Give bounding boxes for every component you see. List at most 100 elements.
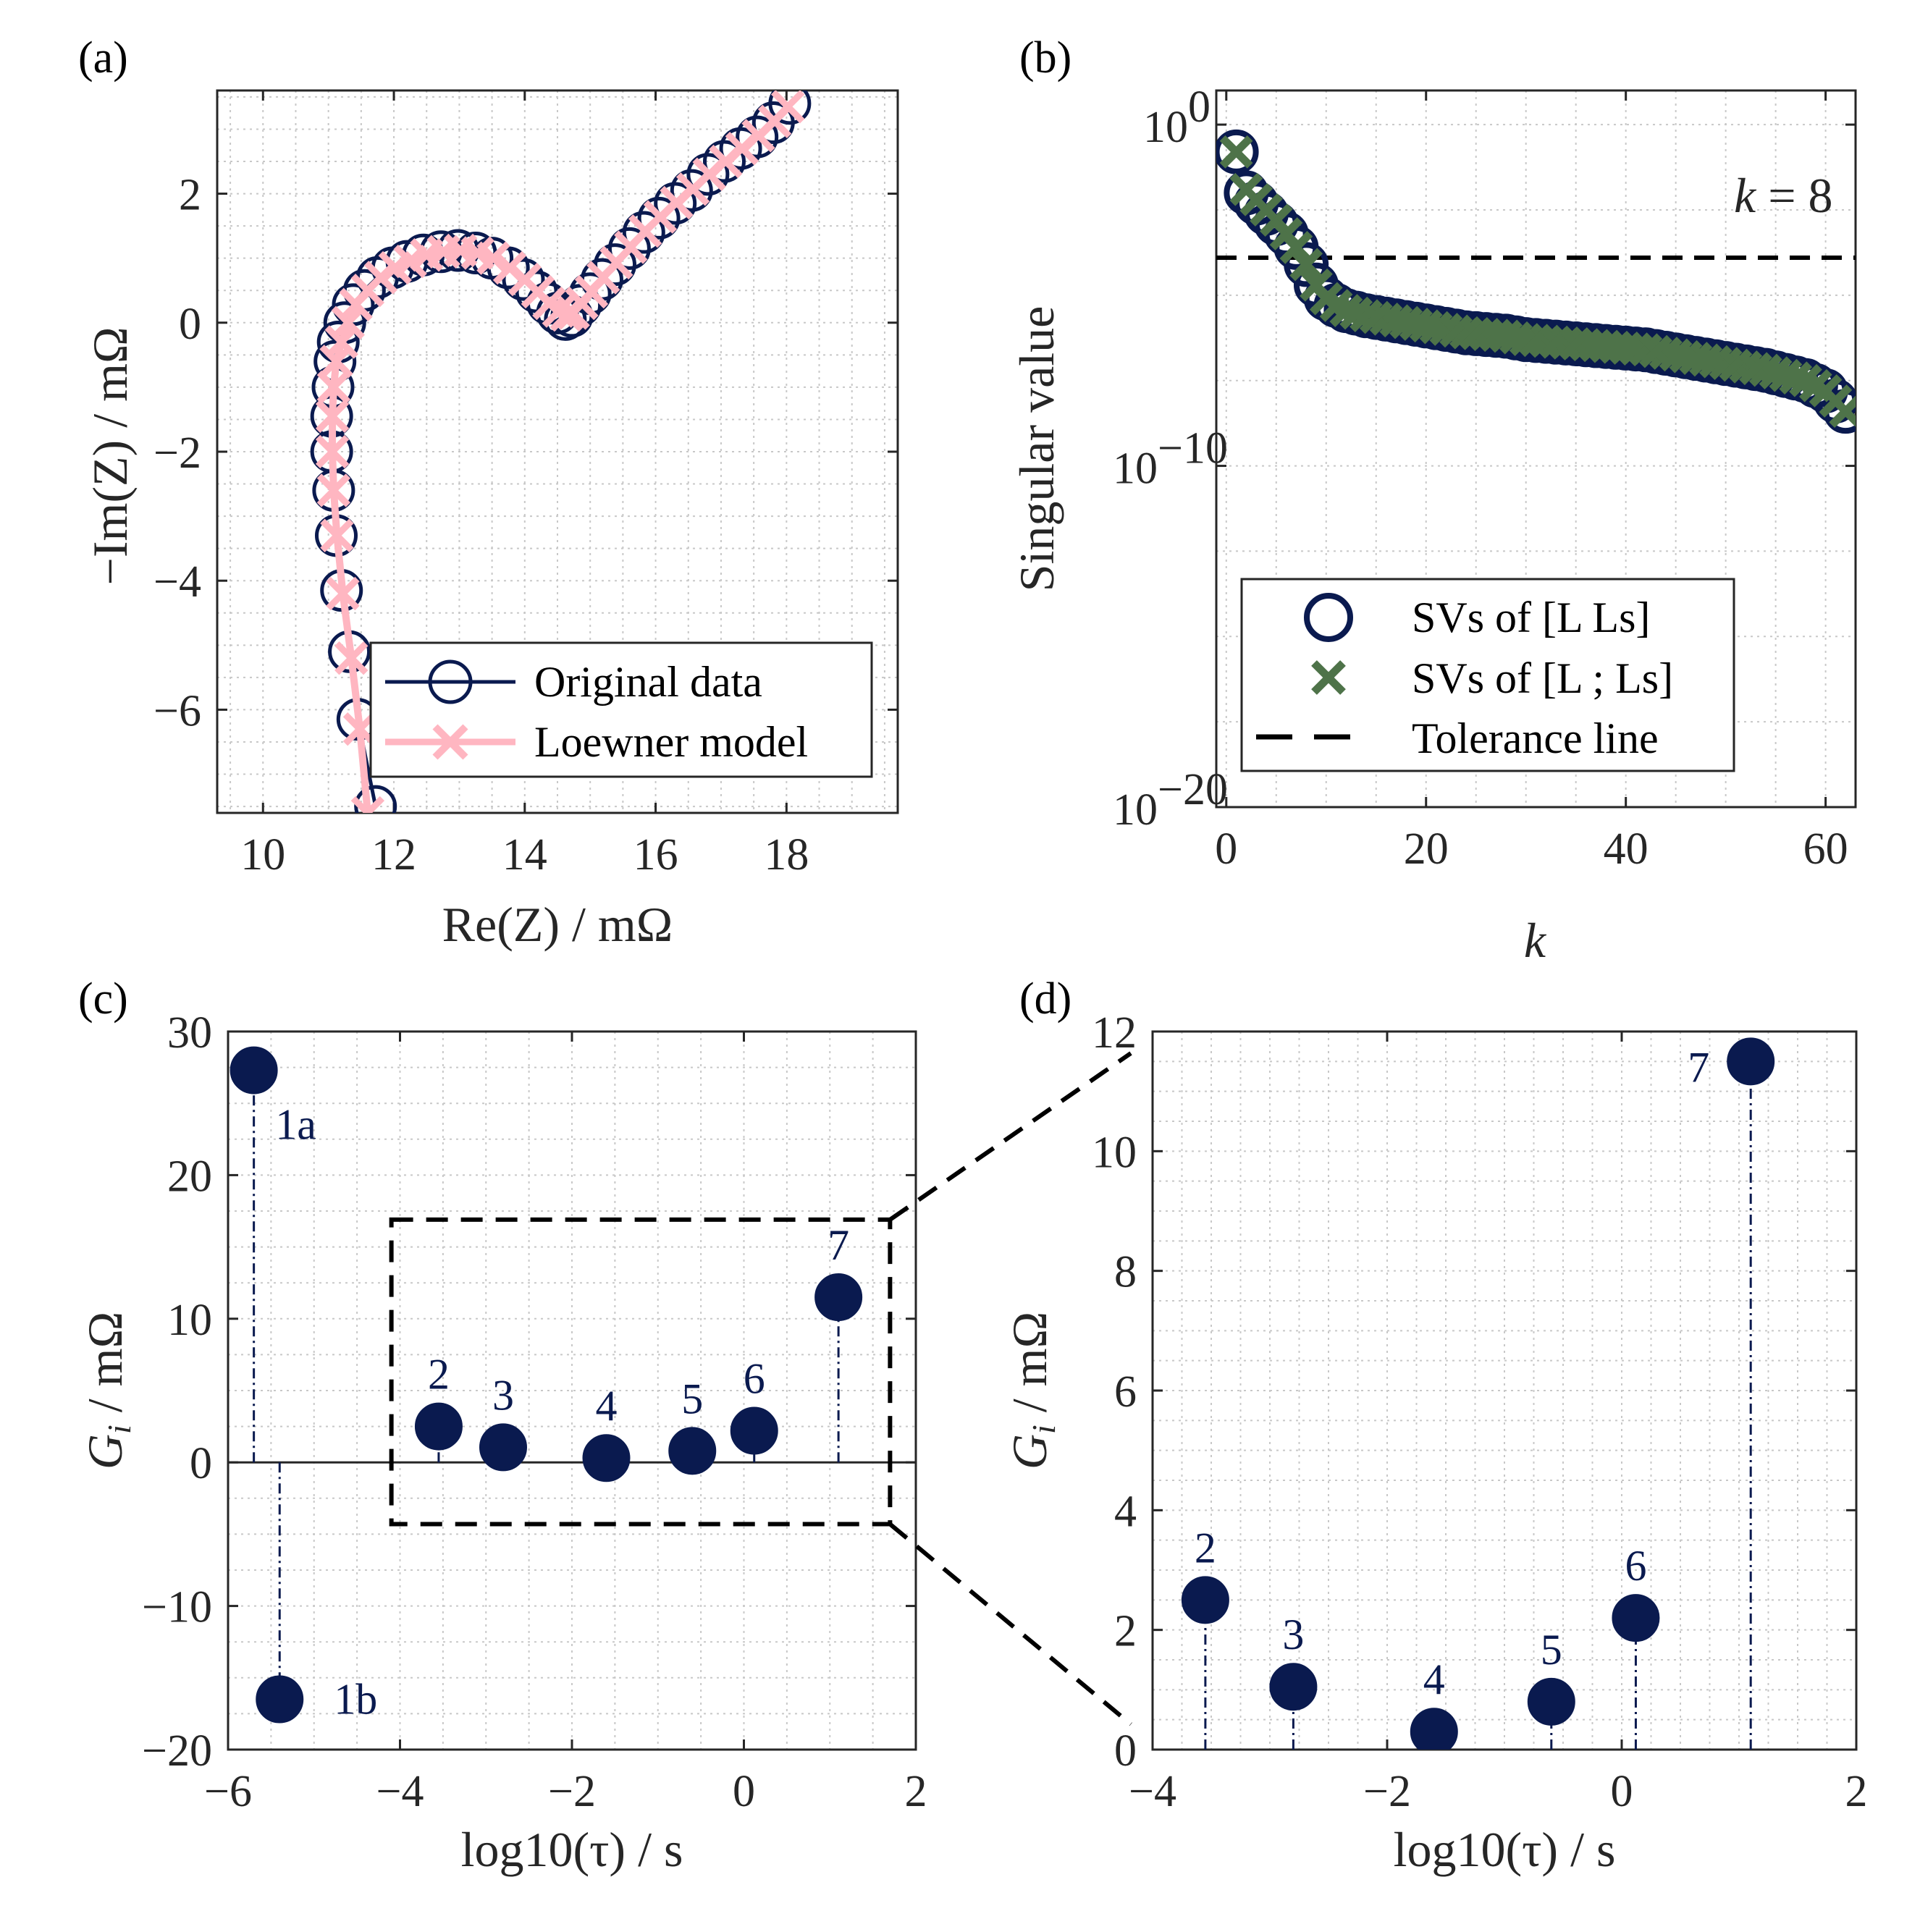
panel-c-xtick-label: 0	[733, 1767, 755, 1816]
point-label-2: 2	[1195, 1524, 1216, 1572]
zoom-box	[389, 1217, 893, 1527]
panel-c-ylabel-sub: i	[101, 1425, 138, 1434]
svs-l-semicolon-ls-point	[1219, 135, 1253, 169]
panel-b-axes-box	[1215, 89, 1857, 809]
panel-c-label: (c)	[78, 974, 128, 1024]
k-annotation-rest: = 8	[1756, 168, 1832, 223]
zoom-connector-top	[888, 1051, 1132, 1222]
loewner-model-point	[316, 473, 351, 507]
point-4	[582, 1434, 631, 1482]
loewner-model-point	[319, 345, 353, 379]
original-data-point	[686, 153, 730, 196]
panel-b-ytick-label: 10	[1143, 103, 1188, 152]
point-label-2: 2	[428, 1351, 450, 1399]
panel-c-ylabel-g: G	[77, 1434, 132, 1469]
panel-c-point-labels: 1a 1b 2 3 4 5 6 7	[275, 1101, 849, 1724]
original-data-point	[637, 196, 681, 240]
panel-c-ytick-label: 20	[167, 1152, 212, 1201]
svs-l-semicolon-ls-point	[1798, 368, 1832, 402]
panel-b-ytick-label: 10	[1113, 785, 1158, 835]
point-1a	[230, 1046, 278, 1094]
panel-d-ticks: −4 −2 0 2 0 2 4 6 8 10 12	[1092, 1008, 1868, 1816]
panel-c-points	[230, 1046, 863, 1724]
svs-l-ls-point	[1216, 129, 1259, 174]
panel-c-xlabel: log10(τ) / s	[461, 1822, 683, 1877]
panel-c-ytick-label: −10	[142, 1583, 212, 1632]
panel-d-point-labels: 2 3 4 5 6 7	[1195, 1043, 1709, 1703]
panel-a-ytick-label: −4	[153, 557, 201, 607]
point-label-4: 4	[1423, 1655, 1445, 1703]
svs-l-ls-point	[1284, 242, 1329, 287]
k-annotation: k = 8	[1734, 168, 1833, 223]
panel-d-ytick-label: 6	[1114, 1367, 1137, 1417]
panel-a-legend: Original data Loewner model	[369, 641, 873, 778]
panel-d-ytick-label: 10	[1092, 1128, 1137, 1177]
original-data-point	[622, 211, 665, 254]
original-data-point	[702, 140, 746, 183]
svs-l-semicolon-ls-point	[1829, 395, 1856, 429]
loewner-model-point	[342, 712, 377, 746]
point-label-3: 3	[1282, 1611, 1304, 1658]
k-annotation-k: k	[1734, 168, 1757, 223]
legend-svs-l-semicolon-ls-marker	[1311, 660, 1346, 695]
panel-a-ytick-label: −6	[153, 686, 201, 735]
panel-b-xtick-label: 60	[1803, 824, 1848, 874]
panel-d-ytick-label: 8	[1114, 1248, 1137, 1297]
panel-d-ylabel-unit: / mΩ	[1002, 1312, 1057, 1425]
panel-d-xtick-label: −2	[1363, 1767, 1411, 1816]
point-3	[479, 1423, 527, 1472]
original-data-point	[768, 90, 812, 125]
panel-d-ytick-label: 12	[1092, 1008, 1137, 1058]
point-label-6: 6	[1625, 1542, 1646, 1590]
panel-a-ytick-label: 0	[179, 300, 201, 349]
panel-a-xtick-label: 16	[633, 830, 678, 879]
panel-d-grid	[1152, 1031, 1857, 1750]
panel-a-label: (a)	[78, 33, 128, 83]
original-data-point	[670, 169, 713, 212]
original-data-point	[354, 785, 397, 813]
panel-c-xtick-label: 2	[905, 1767, 927, 1816]
legend-original-label: Original data	[534, 658, 762, 706]
panel-d-ylabel-sub: i	[1025, 1425, 1062, 1434]
panel-d-xlabel: log10(τ) / s	[1394, 1822, 1616, 1877]
panel-a-xtick-label: 14	[502, 830, 547, 879]
point-label-7: 7	[828, 1221, 849, 1269]
panel-d-ylabel-g: G	[1002, 1434, 1057, 1469]
point-2	[1181, 1576, 1229, 1624]
svs-l-semicolon-ls-point	[1779, 361, 1813, 395]
original-data-point	[736, 115, 779, 159]
point-label-4: 4	[596, 1382, 618, 1430]
legend-svs-l-ls-label: SVs of [L Ls]	[1412, 594, 1650, 641]
point-label-3: 3	[492, 1371, 514, 1419]
panel-d-xtick-label: −4	[1129, 1767, 1176, 1816]
point-6	[730, 1406, 778, 1455]
legend-loewner-label: Loewner model	[534, 718, 808, 766]
panel-a-xtick-label: 10	[240, 830, 285, 879]
point-2	[414, 1402, 463, 1451]
point-label-5: 5	[681, 1375, 703, 1422]
panel-a-legend-box	[369, 641, 873, 778]
point-4	[1410, 1708, 1458, 1750]
panel-a-xlabel: Re(Z) / mΩ	[442, 897, 673, 952]
panel-b-ytick-label: 10	[1113, 444, 1158, 494]
panel-d-xtick-label: 0	[1611, 1767, 1633, 1816]
point-7	[814, 1273, 863, 1322]
original-data-point	[502, 258, 545, 301]
panel-b-legend: SVs of [L Ls] SVs of [L ; Ls] Tolerance …	[1240, 578, 1735, 772]
panel-a-xtick-label: 18	[764, 830, 809, 879]
zoom-connector-bottom	[888, 1522, 1132, 1726]
panel-c-grid	[227, 1031, 917, 1750]
panel-d-ytick-label: 4	[1114, 1487, 1137, 1536]
panel-b-xtick-label: 0	[1215, 824, 1237, 874]
loewner-model-point	[350, 796, 385, 813]
panel-d-ytick-label: 2	[1114, 1607, 1137, 1656]
panel-c-xtick-label: −6	[204, 1767, 252, 1816]
panel-d-xtick-label: 2	[1845, 1767, 1868, 1816]
point-7	[1727, 1037, 1775, 1086]
point-3	[1269, 1663, 1318, 1711]
panel-c-ylabel-unit: / mΩ	[77, 1312, 132, 1425]
panel-c-xtick-label: −4	[376, 1767, 424, 1816]
